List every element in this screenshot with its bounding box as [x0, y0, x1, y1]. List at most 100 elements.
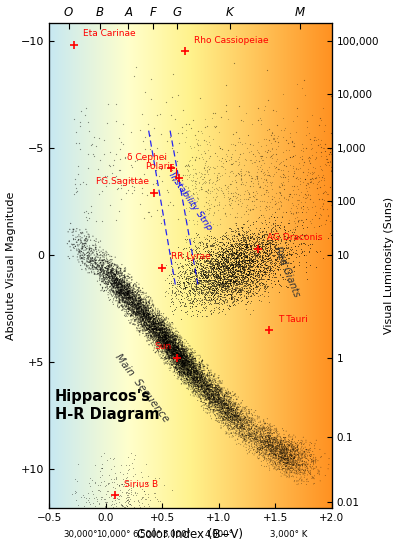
Point [304, 475, 310, 484]
Point [227, 417, 234, 426]
Point [258, 426, 264, 435]
Point [296, 453, 302, 462]
Point [156, 329, 163, 337]
Point [191, 385, 198, 394]
Point [236, 409, 242, 418]
Point [228, 246, 234, 254]
Point [159, 333, 166, 341]
Point [186, 282, 192, 290]
Point [193, 376, 200, 385]
Point [112, 270, 118, 279]
Point [262, 449, 268, 457]
Point [155, 347, 162, 356]
Point [242, 431, 248, 440]
Point [150, 333, 156, 342]
Point [286, 438, 292, 447]
Point [216, 274, 222, 282]
Point [248, 281, 254, 290]
Point [195, 283, 201, 292]
Point [120, 283, 126, 292]
Point [206, 396, 213, 405]
Point [108, 501, 114, 509]
Point [143, 319, 150, 328]
Point [138, 155, 144, 164]
Point [140, 319, 147, 328]
Point [105, 293, 112, 302]
Point [305, 179, 312, 188]
Point [118, 289, 124, 298]
Point [256, 252, 262, 260]
Point [116, 298, 123, 307]
Point [234, 137, 241, 146]
Point [120, 280, 126, 288]
Point [155, 314, 162, 323]
Point [310, 197, 316, 206]
Point [208, 398, 215, 407]
Point [222, 399, 228, 408]
Point [180, 369, 187, 378]
Point [122, 488, 129, 497]
Point [198, 379, 205, 388]
Point [188, 365, 194, 374]
Point [242, 240, 248, 248]
Point [122, 296, 129, 305]
Point [200, 271, 207, 280]
Point [153, 312, 160, 321]
Point [194, 287, 200, 296]
Point [180, 283, 187, 292]
Point [225, 410, 231, 418]
Point [238, 250, 245, 259]
Point [106, 271, 112, 280]
Point [241, 210, 247, 219]
Point [198, 264, 204, 273]
Point [264, 422, 271, 430]
Point [218, 386, 224, 394]
Point [116, 155, 123, 164]
Point [123, 291, 130, 300]
Point [178, 368, 185, 377]
Point [172, 269, 178, 278]
Point [172, 363, 178, 372]
Point [92, 265, 98, 274]
Point [217, 403, 223, 411]
Point [126, 304, 132, 312]
Point [190, 358, 196, 366]
Point [266, 201, 272, 210]
Point [214, 161, 220, 170]
Point [247, 429, 253, 438]
Point [234, 417, 241, 426]
Point [280, 458, 287, 467]
Point [195, 283, 202, 292]
Point [191, 279, 198, 288]
Point [261, 223, 268, 232]
Point [244, 255, 250, 264]
Point [268, 255, 274, 264]
Point [183, 356, 190, 364]
Point [214, 401, 220, 410]
Point [149, 313, 155, 322]
Point [186, 371, 193, 380]
Point [174, 351, 181, 360]
Point [257, 438, 264, 446]
Point [184, 366, 190, 375]
Point [178, 351, 184, 360]
Point [166, 347, 173, 356]
Point [294, 443, 300, 452]
Point [87, 260, 94, 269]
Point [237, 424, 244, 433]
Point [221, 396, 227, 405]
Point [117, 282, 124, 291]
Point [215, 274, 222, 283]
Point [168, 341, 174, 350]
Point [315, 177, 321, 186]
Point [140, 315, 146, 324]
Point [229, 277, 236, 286]
Point [327, 158, 333, 167]
Point [136, 314, 143, 323]
Point [264, 266, 270, 275]
Point [212, 397, 219, 406]
Point [267, 431, 273, 440]
Point [266, 450, 273, 458]
Point [293, 453, 299, 462]
Point [153, 322, 159, 331]
